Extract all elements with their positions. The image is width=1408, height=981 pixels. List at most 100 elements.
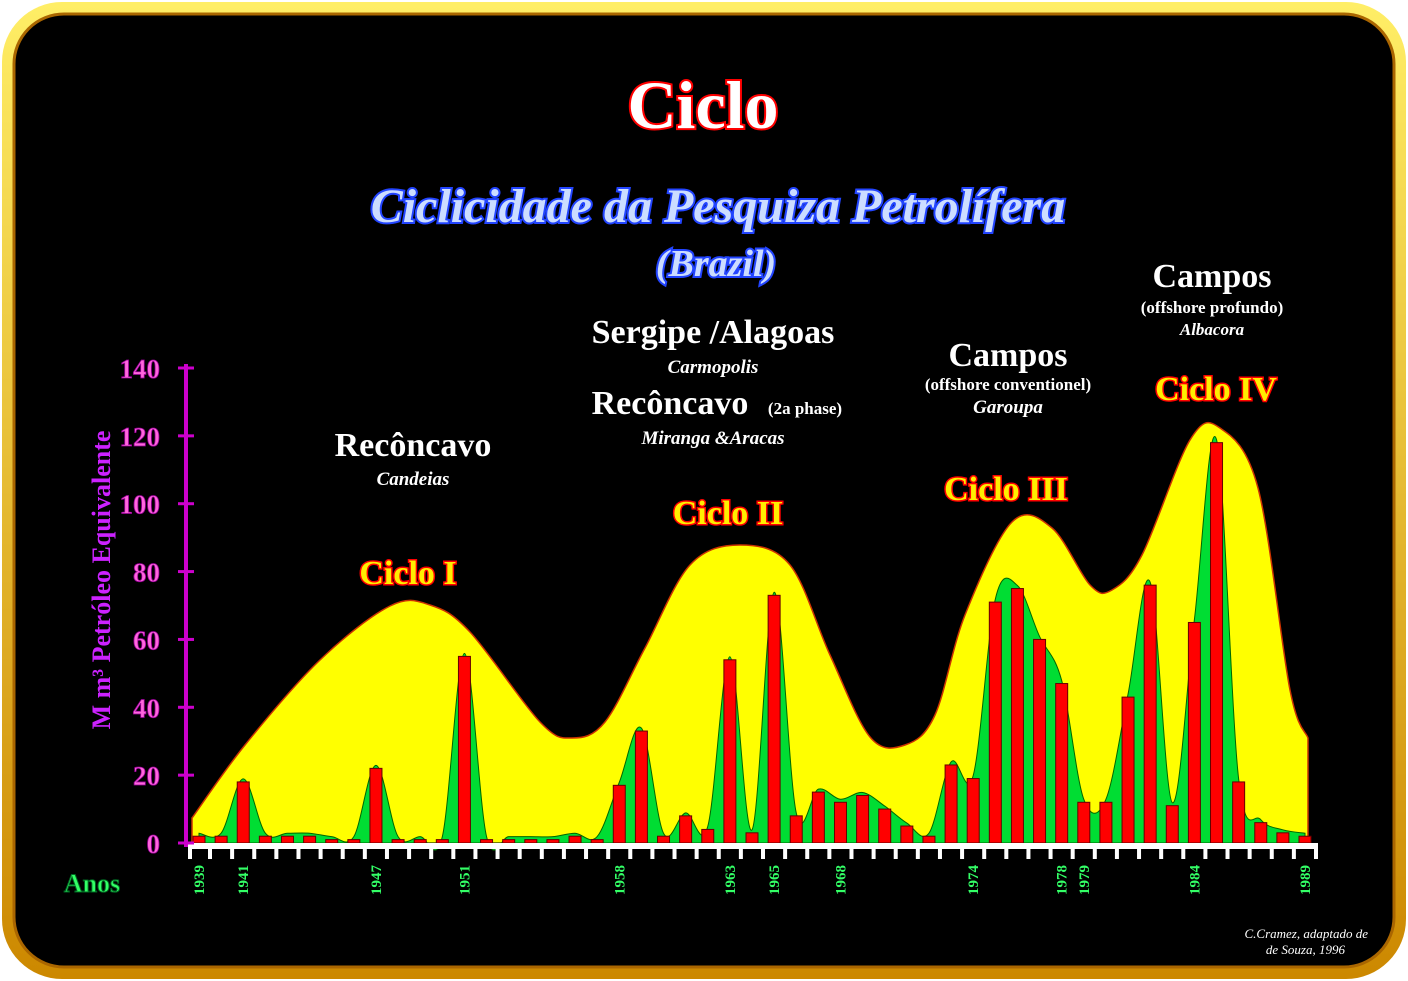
x-tick [451, 843, 456, 859]
bar [1254, 822, 1268, 844]
x-tick [188, 843, 192, 859]
bar [457, 655, 471, 844]
bar [214, 835, 228, 844]
x-tick-label: 1947 [369, 865, 385, 896]
bar [590, 839, 604, 844]
x-tick [849, 843, 854, 859]
x-axis-label: Anos [64, 869, 120, 898]
x-tick [1225, 843, 1230, 859]
bar [723, 659, 737, 844]
bar [369, 767, 383, 844]
bar [944, 764, 958, 844]
bar [1099, 801, 1113, 844]
y-axis-label: M m³ Petróleo Equivalente [87, 431, 116, 730]
bar [988, 601, 1002, 844]
x-tick [650, 843, 655, 859]
x-tick [274, 843, 279, 859]
y-tick-label: 140 [120, 354, 161, 384]
x-tick [318, 843, 323, 859]
x-tick [783, 843, 788, 859]
x-tick [1247, 843, 1252, 859]
bar [1077, 801, 1091, 844]
y-tick-label: 20 [133, 761, 160, 791]
x-tick [1070, 843, 1075, 859]
x-tick [1269, 843, 1274, 859]
bar [1055, 683, 1069, 844]
x-tick [584, 843, 589, 859]
x-tick-label: 1965 [767, 865, 783, 895]
region-sub: Candeias [377, 469, 450, 490]
x-tick [362, 843, 367, 859]
cycle-label: Ciclo I [359, 555, 456, 592]
bar [502, 839, 516, 844]
bar [1165, 805, 1179, 844]
bar [833, 801, 847, 844]
x-tick [960, 843, 965, 859]
bar [745, 832, 759, 844]
x-tick [871, 843, 876, 859]
x-tick [1114, 843, 1119, 859]
cycle-label: Ciclo IV [1155, 371, 1277, 408]
x-tick [937, 843, 942, 859]
x-tick [716, 843, 721, 859]
region-sub: Albacora [1179, 320, 1245, 339]
x-tick-label: 1963 [723, 865, 739, 895]
y-tick-label: 80 [133, 558, 160, 588]
bar [303, 835, 317, 844]
region-sub: Carmopolis [668, 357, 759, 378]
bar [1232, 781, 1246, 844]
bar [192, 835, 206, 844]
y-tick-label: 60 [133, 625, 160, 655]
x-tick [208, 843, 212, 859]
bar [1143, 584, 1157, 844]
x-tick-label: 1984 [1187, 865, 1203, 896]
x-tick [407, 843, 412, 859]
x-tick-label: 1939 [192, 865, 208, 895]
y-tick-label: 100 [120, 490, 161, 520]
bar [922, 835, 936, 844]
bar [1010, 588, 1024, 844]
bar [524, 839, 538, 844]
x-tick [672, 843, 677, 859]
x-tick [982, 843, 987, 859]
x-tick-label: 1989 [1298, 865, 1314, 895]
chart-subtitle: Ciclicidade da Pesquiza Petrolífera [371, 180, 1066, 233]
bar [856, 795, 870, 844]
x-tick-label: 1958 [612, 865, 628, 895]
y-tick-label: 120 [120, 422, 161, 452]
x-tick-label: 1941 [236, 865, 252, 895]
x-tick [915, 843, 920, 859]
x-tick [517, 843, 522, 859]
region-sub: (2a phase) [768, 399, 842, 418]
x-tick [1004, 843, 1009, 859]
x-tick [694, 843, 699, 859]
x-tick [1026, 843, 1031, 859]
bar [568, 835, 582, 844]
x-tick [606, 843, 611, 859]
x-tick [539, 843, 544, 859]
x-tick [1203, 843, 1208, 859]
bar [280, 835, 294, 844]
y-tick-label: 0 [147, 829, 161, 859]
x-tick [738, 843, 743, 859]
x-tick [384, 843, 389, 859]
bar [1276, 832, 1290, 844]
x-tick [1092, 843, 1097, 859]
cycle-label: Ciclo III [944, 471, 1068, 508]
x-tick [561, 843, 566, 859]
region-sub: (offshore conventionel) [925, 375, 1091, 394]
bar [900, 825, 914, 844]
bar [701, 828, 715, 844]
bar [767, 594, 781, 844]
region-label: Campos [1152, 258, 1271, 295]
bar [1121, 696, 1135, 844]
region-label: Recôncavo [592, 385, 749, 422]
x-tick-label: 1968 [833, 865, 849, 895]
chart-title: Ciclo [627, 67, 778, 143]
x-tick [1181, 843, 1186, 859]
x-tick [893, 843, 898, 859]
bar [878, 808, 892, 844]
x-tick [252, 843, 257, 859]
x-tick-label: 1979 [1077, 865, 1093, 895]
